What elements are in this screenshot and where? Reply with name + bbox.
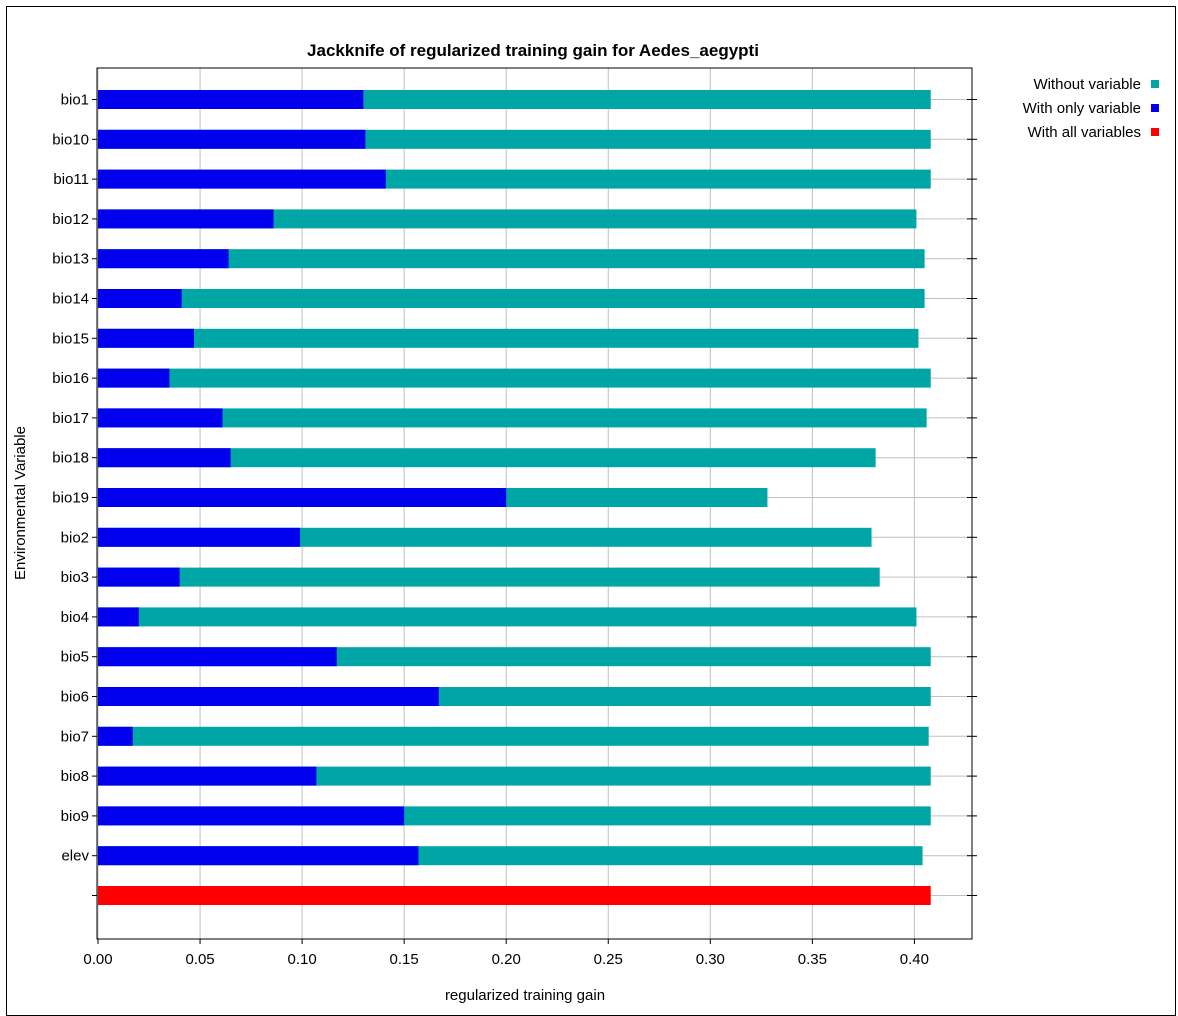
y-tick-label: bio14 <box>52 291 89 308</box>
y-axis-title: Environmental Variable <box>12 426 29 580</box>
bars <box>98 90 931 905</box>
y-tick-label: bio12 <box>52 211 89 228</box>
bar-with-only-variable <box>98 846 419 866</box>
x-tick-label: 0.10 <box>287 951 316 968</box>
y-tick-label: bio3 <box>61 569 89 586</box>
x-tick-label: 0.30 <box>696 951 725 968</box>
x-axis-title: regularized training gain <box>445 987 605 1004</box>
legend-swatch <box>1151 128 1159 136</box>
bar-with-only-variable <box>98 289 182 308</box>
bar-with-only-variable <box>98 806 405 826</box>
bar-with-all-variables <box>98 886 931 905</box>
x-tick-label: 0.25 <box>594 951 623 968</box>
bar-without-variable <box>98 408 927 428</box>
bar-with-only-variable <box>98 766 317 786</box>
y-axis: bio1 bio10 bio11 bio12 bio13 bio14 bio15 bio16 b… <box>52 92 977 896</box>
bar-with-only-variable <box>98 129 366 149</box>
bar-without-variable <box>98 567 880 587</box>
y-tick-label: bio16 <box>52 370 89 387</box>
legend-label: With only variable <box>1023 100 1141 117</box>
bar-with-only-variable <box>98 90 364 109</box>
y-tick-label: bio6 <box>61 689 89 706</box>
bar-with-only-variable <box>98 249 229 269</box>
y-tick-label: bio7 <box>61 728 89 745</box>
y-tick-label: bio11 <box>53 171 89 188</box>
legend-swatch <box>1151 104 1159 112</box>
bar-with-only-variable <box>98 488 507 507</box>
bar-with-only-variable <box>98 567 180 587</box>
bar-with-only-variable <box>98 687 439 706</box>
x-tick-label: 0.00 <box>83 951 112 968</box>
y-tick-label: bio9 <box>61 808 89 825</box>
legend-label: Without variable <box>1033 76 1141 93</box>
x-tick-label: 0.15 <box>390 951 419 968</box>
y-tick-label: bio17 <box>52 410 89 427</box>
legend-label: With all variables <box>1028 124 1141 141</box>
bar-without-variable <box>98 289 925 308</box>
x-tick-label: 0.20 <box>492 951 521 968</box>
legend-swatch <box>1151 80 1159 88</box>
bar-without-variable <box>98 368 931 388</box>
y-tick-label: bio4 <box>61 609 89 626</box>
y-tick-label: bio8 <box>61 768 89 785</box>
x-tick-label: 0.40 <box>900 951 929 968</box>
chart-title: Jackknife of regularized training gain f… <box>307 41 759 60</box>
x-tick-label: 0.05 <box>185 951 214 968</box>
bar-with-only-variable <box>98 368 170 388</box>
x-tick-label: 0.35 <box>798 951 827 968</box>
bar-with-only-variable <box>98 328 194 348</box>
x-axis: 0.00 0.05 0.10 0.15 0.20 0.25 0.30 0.35 0.40 <box>83 939 929 968</box>
y-tick-label: bio15 <box>52 330 89 347</box>
bar-without-variable <box>98 209 917 229</box>
y-tick-label: elev <box>61 848 89 865</box>
bar-with-only-variable <box>98 408 223 428</box>
legend: Without variable With only variable With a… <box>1023 76 1159 141</box>
y-tick-label: bio19 <box>52 490 89 507</box>
bar-without-variable <box>98 448 876 468</box>
bar-with-only-variable <box>98 169 386 189</box>
y-tick-label: bio10 <box>52 131 89 148</box>
bar-without-variable <box>98 249 925 269</box>
bar-with-only-variable <box>98 647 337 667</box>
bar-without-variable <box>98 328 919 348</box>
bar-with-only-variable <box>98 209 274 229</box>
y-tick-label: bio13 <box>52 251 89 268</box>
bar-with-only-variable <box>98 726 133 746</box>
bar-without-variable <box>98 607 917 627</box>
bar-with-only-variable <box>98 527 301 547</box>
y-tick-label: bio2 <box>61 529 89 546</box>
bar-with-only-variable <box>98 448 231 468</box>
bar-with-only-variable <box>98 607 139 627</box>
bar-without-variable <box>98 726 929 746</box>
y-tick-label: bio18 <box>52 450 89 467</box>
y-tick-label: bio5 <box>61 649 89 666</box>
y-tick-label: bio1 <box>61 92 89 109</box>
plot-border <box>96 67 973 940</box>
